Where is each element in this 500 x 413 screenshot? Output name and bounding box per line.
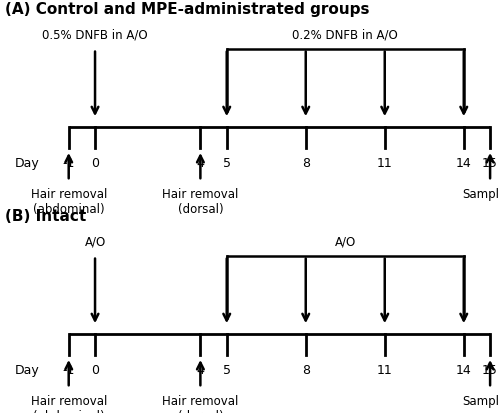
Text: Hair removal
(dorsal): Hair removal (dorsal) [162,394,238,413]
Text: (A) Control and MPE-administrated groups: (A) Control and MPE-administrated groups [5,2,370,17]
Text: 0: 0 [91,157,99,170]
Text: 0.5% DNFB in A/O: 0.5% DNFB in A/O [42,28,148,41]
Text: A/O: A/O [84,235,105,248]
Text: Hair removal
(abdominal): Hair removal (abdominal) [30,394,107,413]
Text: A/O: A/O [334,235,356,248]
Text: -1: -1 [62,363,75,376]
Text: 8: 8 [302,157,310,170]
Text: Day: Day [15,363,40,376]
Text: Day: Day [15,157,40,170]
Text: 4: 4 [196,363,204,376]
Text: 14: 14 [456,363,471,376]
Text: 5: 5 [222,157,230,170]
Text: (B) Intact: (B) Intact [5,209,86,223]
Text: 0: 0 [91,363,99,376]
Text: 11: 11 [377,363,392,376]
Text: 0.2% DNFB in A/O: 0.2% DNFB in A/O [292,28,398,41]
Text: Sampling: Sampling [462,188,500,201]
Text: Hair removal
(abdominal): Hair removal (abdominal) [30,188,107,216]
Text: 5: 5 [222,363,230,376]
Text: 15: 15 [482,157,498,170]
Text: 11: 11 [377,157,392,170]
Text: 8: 8 [302,363,310,376]
Text: 4: 4 [196,157,204,170]
Text: -1: -1 [62,157,75,170]
Text: 14: 14 [456,157,471,170]
Text: 15: 15 [482,363,498,376]
Text: Sampling: Sampling [462,394,500,407]
Text: Hair removal
(dorsal): Hair removal (dorsal) [162,188,238,216]
